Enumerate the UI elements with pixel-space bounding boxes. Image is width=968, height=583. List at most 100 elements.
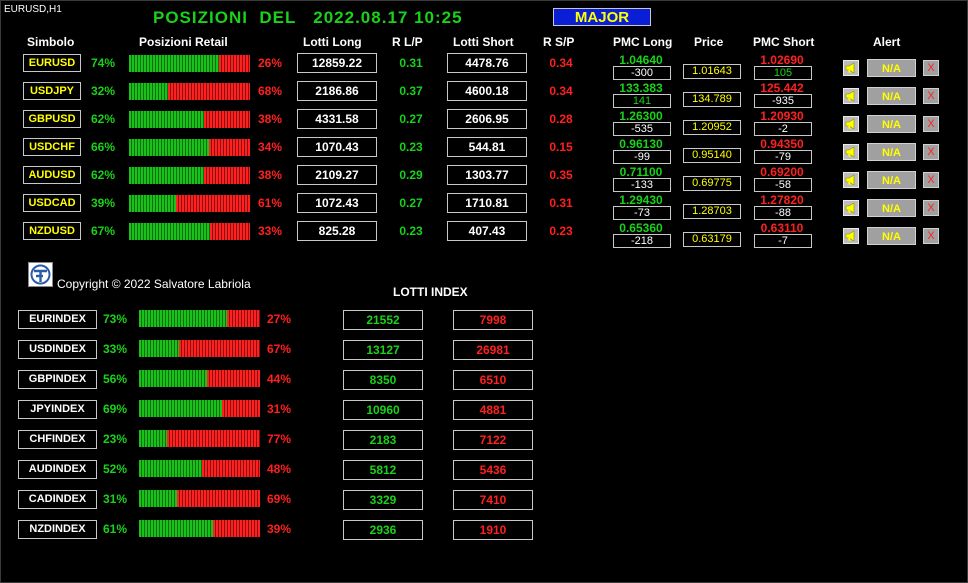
megaphone-icon[interactable] (843, 144, 859, 160)
index-symbol-button[interactable]: CHFINDEX (18, 430, 97, 449)
index-lots-long: 5812 (343, 460, 423, 480)
pair-symbol-button[interactable]: EURUSD (23, 54, 81, 72)
alert-status-button[interactable]: N/A (867, 199, 916, 217)
alert-status-button[interactable]: N/A (867, 227, 916, 245)
megaphone-icon[interactable] (843, 200, 859, 216)
pmc-short-value: 0.94350 (760, 137, 804, 151)
index-symbol-button[interactable]: NZDINDEX (18, 520, 97, 539)
alert-status-button[interactable]: N/A (867, 143, 916, 161)
pmc-short-value: 125.442 (760, 81, 804, 95)
lots-short-value: 4600.18 (447, 81, 527, 101)
index-lots-long: 3329 (343, 490, 423, 510)
long-percent: 69% (103, 402, 128, 416)
short-percent: 61% (258, 196, 283, 210)
short-percent: 44% (267, 372, 292, 386)
author-logo-icon (28, 262, 53, 287)
index-symbol-button[interactable]: GBPINDEX (18, 370, 97, 389)
alert-status-button[interactable]: N/A (867, 87, 916, 105)
alert-status-button[interactable]: N/A (867, 171, 916, 189)
index-symbol-button[interactable]: USDINDEX (18, 340, 97, 359)
long-percent: 39% (91, 196, 116, 210)
ratio-short-value: 0.15 (549, 140, 573, 154)
short-segment (204, 167, 250, 184)
close-icon[interactable]: X (923, 144, 939, 160)
pmc-short-diff: -2 (754, 122, 812, 136)
short-percent: 38% (258, 112, 283, 126)
close-icon[interactable]: X (923, 228, 939, 244)
lots-index-title: LOTTI INDEX (393, 285, 468, 299)
alert-status-button[interactable]: N/A (867, 115, 916, 133)
major-group-button[interactable]: MAJOR (553, 8, 651, 26)
index-symbol-button[interactable]: CADINDEX (18, 490, 97, 509)
header-lots-short: Lotti Short (453, 35, 514, 49)
pair-symbol-button[interactable]: AUDUSD (23, 166, 81, 184)
index-symbol-button[interactable]: EURINDEX (18, 310, 97, 329)
megaphone-icon[interactable] (843, 228, 859, 244)
short-segment (210, 223, 250, 240)
pmc-long-value: 0.71100 (619, 165, 663, 179)
chart-symbol-timeframe: EURUSD,H1 (4, 4, 62, 15)
short-percent: 31% (267, 402, 292, 416)
close-icon[interactable]: X (923, 200, 939, 216)
pmc-long-diff: -73 (613, 206, 671, 220)
header-retail-positions: Posizioni Retail (139, 35, 228, 49)
price-value: 0.63179 (683, 232, 741, 247)
megaphone-icon[interactable] (843, 88, 859, 104)
index-lots-long: 2936 (343, 520, 423, 540)
short-percent: 77% (267, 432, 292, 446)
header-lots-long: Lotti Long (303, 35, 362, 49)
close-icon[interactable]: X (923, 172, 939, 188)
index-lots-long: 2183 (343, 430, 423, 450)
pair-symbol-button[interactable]: USDCHF (23, 138, 81, 156)
pmc-long-value: 0.65360 (619, 221, 663, 235)
megaphone-icon[interactable] (843, 116, 859, 132)
megaphone-icon[interactable] (843, 172, 859, 188)
price-value: 134.789 (683, 92, 741, 107)
long-percent: 73% (103, 312, 128, 326)
ratio-long-value: 0.23 (399, 140, 423, 154)
index-position-bar (139, 460, 260, 477)
pair-symbol-button[interactable]: USDJPY (23, 82, 81, 100)
pair-symbol-button[interactable]: USDCAD (23, 194, 81, 212)
close-icon[interactable]: X (923, 60, 939, 76)
index-lots-short: 26981 (453, 340, 533, 360)
short-percent: 68% (258, 84, 283, 98)
short-segment (201, 460, 260, 477)
lots-long-value: 2109.27 (297, 165, 377, 185)
megaphone-icon[interactable] (843, 60, 859, 76)
long-percent: 61% (103, 522, 128, 536)
lots-long-value: 4331.58 (297, 109, 377, 129)
index-position-bar (139, 430, 260, 447)
ratio-short-value: 0.31 (549, 196, 573, 210)
pmc-long-diff: -218 (613, 234, 671, 248)
index-symbol-button[interactable]: JPYINDEX (18, 400, 97, 419)
pair-symbol-button[interactable]: GBPUSD (23, 110, 81, 128)
close-icon[interactable]: X (923, 116, 939, 132)
ratio-short-value: 0.35 (549, 168, 573, 182)
pair-symbol-button[interactable]: NZDUSD (23, 222, 81, 240)
long-percent: 52% (103, 462, 128, 476)
long-percent: 66% (91, 140, 116, 154)
index-position-bar (139, 490, 260, 507)
short-segment (167, 83, 250, 100)
long-segment (139, 370, 207, 387)
short-segment (166, 430, 260, 447)
close-icon[interactable]: X (923, 88, 939, 104)
title-datetime: 2022.08.17 10:25 (313, 8, 463, 27)
pmc-short-value: 1.02690 (760, 53, 804, 67)
pmc-long-value: 1.04640 (619, 53, 663, 67)
long-segment (139, 490, 177, 507)
alert-status-button[interactable]: N/A (867, 59, 916, 77)
short-segment (212, 520, 260, 537)
long-percent: 62% (91, 112, 116, 126)
pmc-short-value: 1.27820 (760, 193, 804, 207)
short-percent: 38% (258, 168, 283, 182)
short-segment (204, 111, 250, 128)
lots-short-value: 2606.95 (447, 109, 527, 129)
index-symbol-button[interactable]: AUDINDEX (18, 460, 97, 479)
long-percent: 67% (91, 224, 116, 238)
price-value: 0.95140 (683, 148, 741, 163)
long-segment (139, 310, 228, 327)
long-segment (129, 139, 209, 156)
long-segment (129, 223, 211, 240)
